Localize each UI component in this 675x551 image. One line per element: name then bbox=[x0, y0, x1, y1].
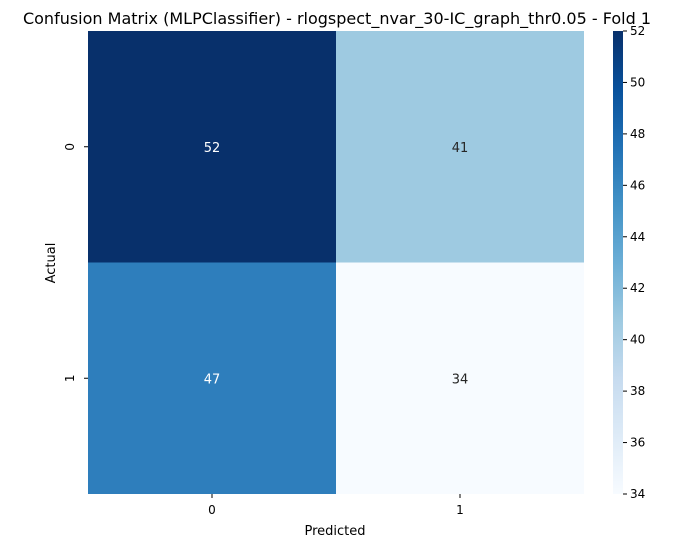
y-tick-label-1: 1 bbox=[63, 374, 77, 382]
colorbar-tick-label-9: 52 bbox=[630, 24, 645, 38]
heatmap-annotations: 52 41 47 34 bbox=[204, 141, 469, 388]
x-tick-label-0: 0 bbox=[208, 503, 216, 517]
heatmap-cell-0-0 bbox=[88, 31, 336, 263]
heatmap-cell-1-0 bbox=[88, 262, 336, 494]
cell-annotation-1-0: 47 bbox=[204, 372, 221, 387]
x-tick-label-1: 1 bbox=[456, 503, 464, 517]
y-axis-ticks: 01 bbox=[63, 143, 88, 382]
x-axis-label: Predicted bbox=[304, 524, 365, 539]
colorbar-tick-label-4: 42 bbox=[630, 281, 645, 295]
colorbar bbox=[613, 31, 623, 494]
heatmap-cell-0-1 bbox=[336, 31, 584, 263]
colorbar-tick-label-5: 44 bbox=[630, 230, 645, 244]
colorbar-tick-label-3: 40 bbox=[630, 333, 645, 347]
y-axis-label: Actual bbox=[44, 243, 59, 284]
colorbar-tick-label-6: 46 bbox=[630, 178, 645, 192]
colorbar-tick-label-0: 34 bbox=[630, 487, 645, 501]
cell-annotation-1-1: 34 bbox=[452, 372, 469, 387]
colorbar-tick-label-1: 36 bbox=[630, 436, 645, 450]
colorbar-tick-label-8: 50 bbox=[630, 75, 645, 89]
heatmap-cells bbox=[88, 31, 584, 494]
y-tick-label-0: 0 bbox=[63, 143, 77, 151]
chart-title: Confusion Matrix (MLPClassifier) - rlogs… bbox=[23, 9, 651, 29]
heatmap-cell-1-1 bbox=[336, 262, 584, 494]
colorbar-tick-label-7: 48 bbox=[630, 127, 645, 141]
colorbar-ticks: 34 36 38 40 42 44 46 48 50 52 bbox=[623, 24, 645, 501]
colorbar-tick-label-2: 38 bbox=[630, 384, 645, 398]
cell-annotation-0-1: 41 bbox=[452, 141, 469, 156]
cell-annotation-0-0: 52 bbox=[204, 141, 221, 156]
